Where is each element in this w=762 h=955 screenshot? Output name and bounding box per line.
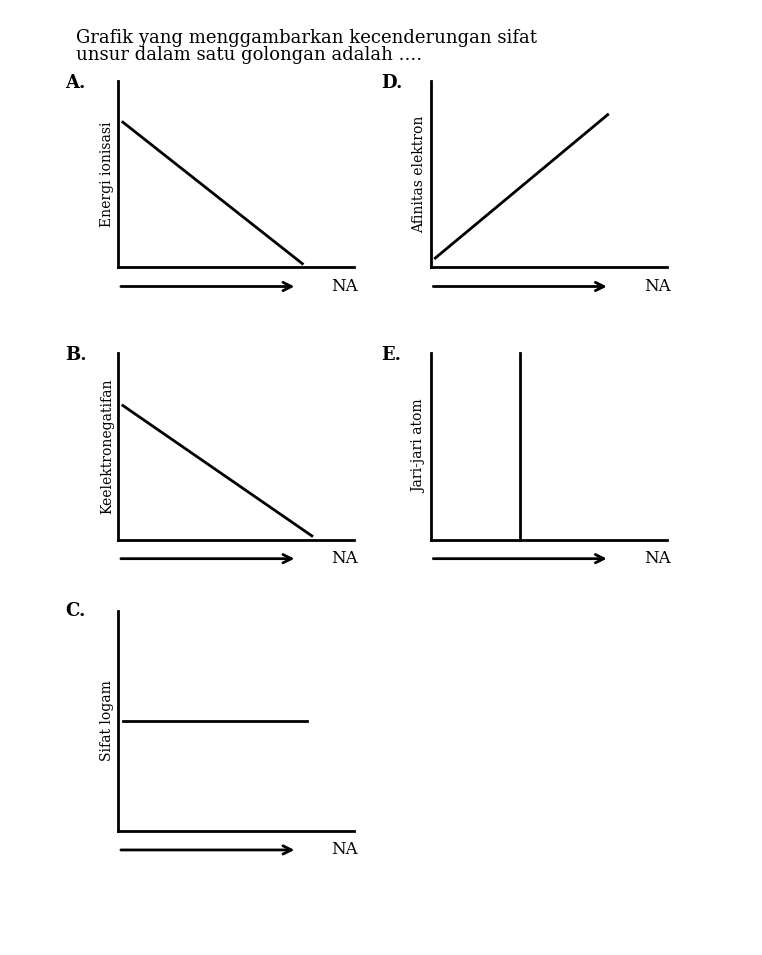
Text: NA: NA — [331, 841, 358, 859]
Text: D.: D. — [381, 74, 402, 93]
Y-axis label: Energi ionisasi: Energi ionisasi — [100, 121, 114, 227]
Text: B.: B. — [65, 346, 86, 364]
Text: E.: E. — [381, 346, 401, 364]
Y-axis label: Afinitas elektron: Afinitas elektron — [412, 116, 427, 233]
Text: C.: C. — [65, 602, 85, 620]
Text: unsur dalam satu golongan adalah ....: unsur dalam satu golongan adalah .... — [76, 46, 422, 64]
Text: A.: A. — [65, 74, 85, 93]
Y-axis label: Jari-jari atom: Jari-jari atom — [412, 399, 427, 494]
Text: Grafik yang menggambarkan kecenderungan sifat: Grafik yang menggambarkan kecenderungan … — [76, 29, 537, 47]
Text: NA: NA — [331, 278, 358, 295]
Text: NA: NA — [644, 278, 671, 295]
Text: NA: NA — [331, 550, 358, 567]
Y-axis label: Sifat logam: Sifat logam — [100, 681, 114, 761]
Text: NA: NA — [644, 550, 671, 567]
Y-axis label: Keelektronegatifan: Keelektronegatifan — [100, 379, 114, 514]
